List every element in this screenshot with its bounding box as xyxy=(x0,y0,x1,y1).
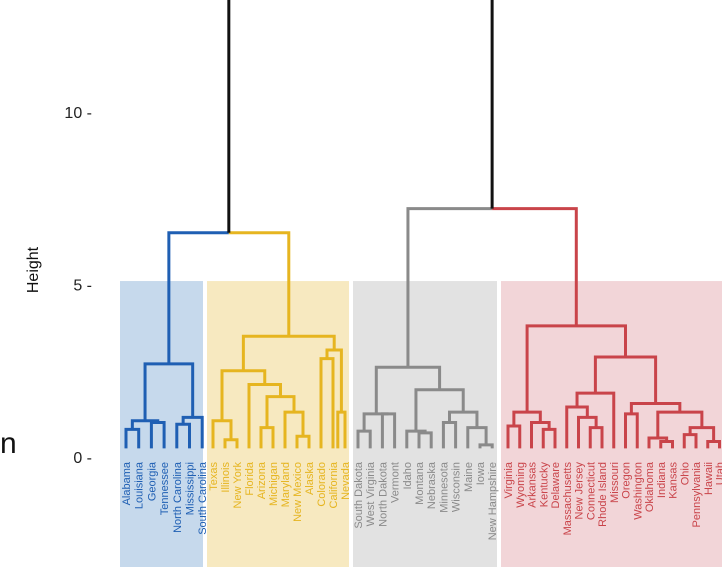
leaf-label: Colorado xyxy=(316,462,328,507)
leaf-label: West Virginia xyxy=(365,461,377,526)
cluster-rectangle-4 xyxy=(501,281,722,567)
leaf-label: Georgia xyxy=(146,461,158,501)
cluster-rectangles xyxy=(120,281,722,567)
cluster-rectangle-2 xyxy=(207,281,349,567)
leaf-label: Connecticut xyxy=(585,462,597,520)
leaf-label: Missouri xyxy=(609,462,621,503)
leaf-label: North Carolina xyxy=(172,461,184,533)
leaf-label: Illinois xyxy=(220,462,232,493)
dendrogram-branch xyxy=(406,207,493,368)
y-tick-label: 5 - xyxy=(73,278,92,295)
leaf-label: Louisiana xyxy=(134,461,146,509)
leaf-label: Nebraska xyxy=(426,461,438,509)
leaf-label: Florida xyxy=(244,461,256,496)
leaf-label: New Mexico xyxy=(292,462,304,522)
y-tick-label: 10 - xyxy=(64,105,92,122)
leaf-label: Arizona xyxy=(256,461,268,499)
leaf-label: Washington xyxy=(632,462,644,520)
leaf-label: Tennessee xyxy=(159,462,171,515)
leaf-label: Kentucky xyxy=(538,462,550,508)
dendrogram-branch xyxy=(167,231,229,364)
leaf-label: Pennsylvania xyxy=(691,461,703,527)
leaf-labels: Alabama Louisiana Georgia Tennessee North Ca… xyxy=(121,461,722,540)
leaf-label: Minnesota xyxy=(438,461,450,513)
leaf-label: South Dakota xyxy=(353,461,365,529)
leaf-label: Alabama xyxy=(121,461,133,505)
leaf-label: Oregon xyxy=(621,462,633,499)
leaf-label: Wisconsin xyxy=(451,462,463,512)
leaf-label: Maine xyxy=(463,462,475,492)
dendrogram-edges xyxy=(124,0,721,449)
leaf-label: South Carolina xyxy=(197,461,209,535)
leaf-label: Texas xyxy=(208,462,220,491)
leaf-label: Idaho xyxy=(402,462,414,490)
leaf-label: Virginia xyxy=(503,461,515,498)
leaf-label: Montana xyxy=(414,461,426,505)
leaf-label: Alaska xyxy=(304,461,316,495)
leaf-label: Mississippi xyxy=(185,462,197,515)
leaf-label: New York xyxy=(232,462,244,509)
leaf-label: California xyxy=(328,461,340,508)
cropped-edge-glyph: n xyxy=(0,427,17,460)
y-axis: 0 - 5 - 10 - xyxy=(64,105,92,467)
dendrogram-branch xyxy=(362,412,389,432)
leaf-label: Vermont xyxy=(390,462,402,503)
leaf-label: Hawaii xyxy=(703,462,715,495)
dendrogram-root xyxy=(227,0,494,233)
leaf-label: Maryland xyxy=(280,462,292,507)
leaf-label: Michigan xyxy=(268,462,280,506)
leaf-label: Indiana xyxy=(656,461,668,498)
y-tick-label: 0 - xyxy=(73,450,92,467)
leaf-label: Kansas xyxy=(668,462,680,499)
leaf-label: New Hampshire xyxy=(487,462,499,540)
leaf-label: Arkansas xyxy=(527,462,539,508)
leaf-label: Delaware xyxy=(550,462,562,508)
cluster-rectangle-3 xyxy=(353,281,497,567)
leaf-label: Massachusetts xyxy=(562,462,574,536)
dendrogram-branch xyxy=(228,231,291,337)
leaf-label: Wyoming xyxy=(515,462,527,508)
leaf-label: Nevada xyxy=(340,461,352,500)
leaf-label: New Jersey xyxy=(574,462,586,520)
y-axis-title: Height xyxy=(25,246,42,293)
leaf-label: Utah xyxy=(715,462,722,485)
leaf-label: Rhode Island xyxy=(597,462,609,527)
dendrogram-branch xyxy=(492,207,578,326)
leaf-label: Oklahoma xyxy=(644,461,656,512)
leaf-label: Ohio xyxy=(679,462,691,485)
leaf-label: North Dakota xyxy=(377,461,389,527)
leaf-label: Iowa xyxy=(475,461,487,485)
